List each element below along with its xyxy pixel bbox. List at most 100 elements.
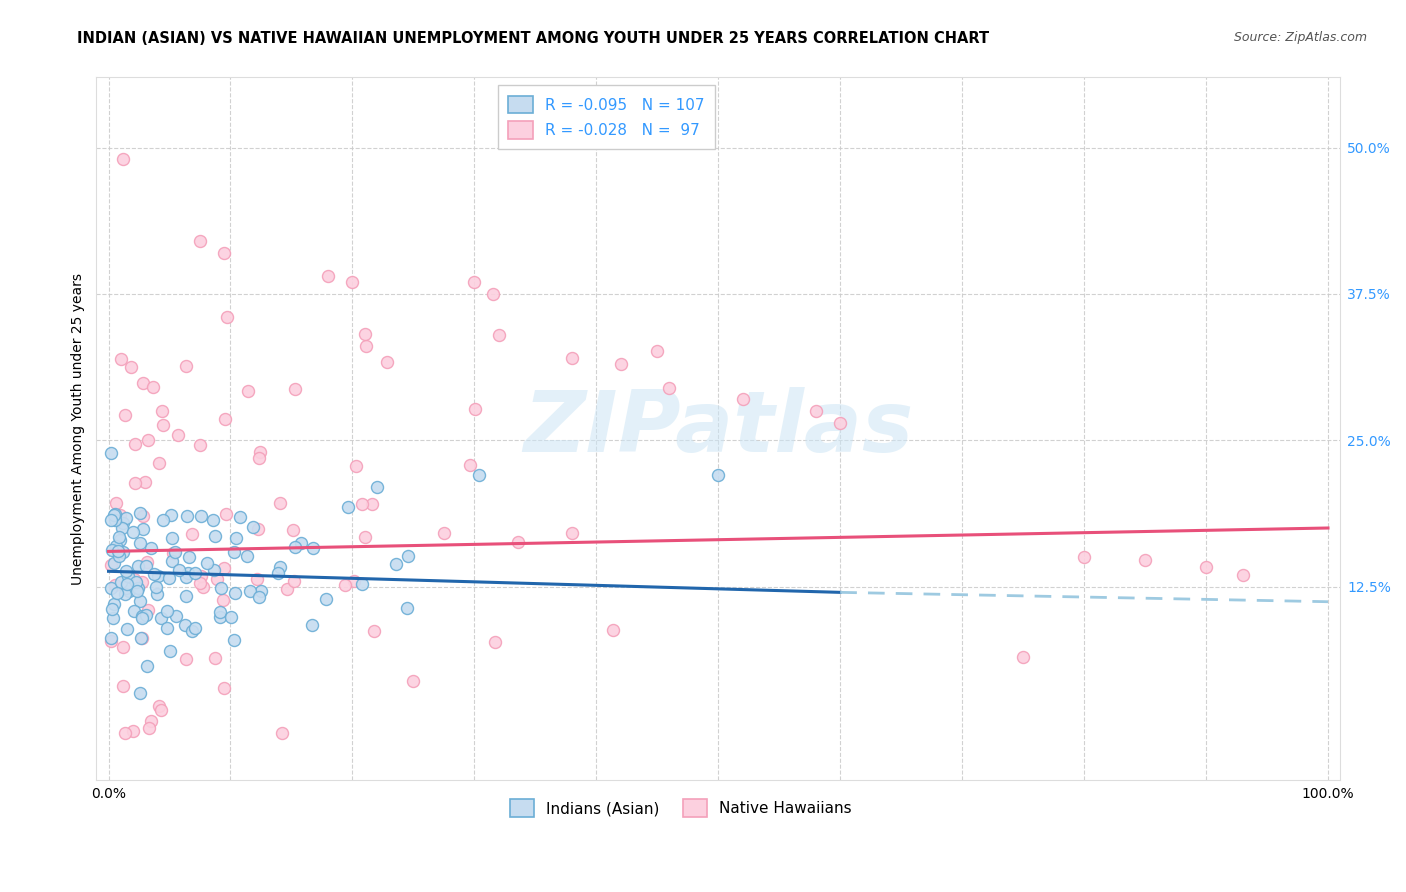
Point: [219, 610, 242, 624]
Point: [117, 577, 139, 591]
Point: [396, 549, 419, 563]
Point: [214, 246, 236, 260]
Point: [112, 153, 135, 167]
Point: [609, 357, 631, 371]
Point: [100, 558, 122, 572]
Text: Source: ZipAtlas.com: Source: ZipAtlas.com: [1233, 31, 1367, 45]
Point: [122, 573, 145, 587]
Point: [202, 513, 225, 527]
Point: [508, 535, 530, 549]
Point: [363, 624, 385, 638]
Point: [354, 339, 377, 353]
Point: [467, 468, 489, 483]
Point: [204, 529, 226, 543]
Point: [156, 621, 179, 635]
Point: [385, 557, 408, 571]
Point: [236, 384, 259, 398]
Point: [202, 563, 225, 577]
Point: [212, 681, 235, 696]
Point: [115, 622, 138, 636]
Point: [209, 581, 232, 595]
Point: [100, 633, 122, 648]
Point: [1133, 552, 1156, 566]
Point: [165, 545, 187, 559]
Point: [224, 586, 246, 600]
Point: [246, 572, 269, 586]
Point: [366, 480, 388, 494]
Point: [247, 591, 270, 605]
Point: [105, 586, 128, 600]
Point: [1195, 559, 1218, 574]
Point: [209, 605, 232, 619]
Point: [188, 576, 211, 591]
Point: [344, 459, 367, 474]
Point: [110, 575, 132, 590]
Point: [432, 525, 454, 540]
Point: [101, 543, 124, 558]
Point: [180, 624, 202, 639]
Point: [239, 584, 262, 599]
Point: [146, 586, 169, 600]
Point: [337, 500, 360, 515]
Point: [247, 522, 270, 536]
Point: [128, 594, 150, 608]
Point: [103, 508, 125, 523]
Point: [281, 524, 304, 538]
Point: [269, 496, 291, 510]
Point: [129, 535, 152, 549]
Point: [1012, 649, 1035, 664]
Point: [276, 582, 298, 597]
Point: [124, 436, 146, 450]
Point: [136, 433, 159, 447]
Point: [114, 725, 136, 739]
Point: [602, 623, 624, 637]
Point: [290, 535, 312, 549]
Point: [250, 584, 273, 599]
Point: [361, 497, 384, 511]
Point: [160, 531, 183, 545]
Point: [149, 611, 172, 625]
Point: [114, 587, 136, 601]
Point: [145, 580, 167, 594]
Point: [214, 412, 236, 426]
Point: [125, 584, 148, 599]
Point: [127, 581, 149, 595]
Point: [104, 578, 127, 592]
Point: [115, 581, 138, 595]
Point: [481, 287, 503, 301]
Point: [354, 530, 377, 544]
Point: [129, 631, 152, 645]
Point: [301, 617, 323, 632]
Point: [333, 578, 356, 592]
Point: [215, 507, 238, 521]
Text: ZIPatlas: ZIPatlas: [523, 387, 914, 470]
Point: [138, 721, 160, 735]
Point: [135, 558, 157, 573]
Legend: Indians (Asian), Native Hawaiians: Indians (Asian), Native Hawaiians: [502, 792, 859, 824]
Point: [225, 531, 247, 545]
Point: [401, 674, 423, 689]
Point: [142, 380, 165, 394]
Point: [731, 392, 754, 407]
Point: [195, 556, 218, 570]
Point: [180, 527, 202, 541]
Point: [270, 726, 292, 740]
Point: [139, 541, 162, 556]
Point: [146, 569, 169, 583]
Point: [134, 475, 156, 490]
Point: [136, 658, 159, 673]
Point: [1073, 550, 1095, 565]
Point: [136, 555, 159, 569]
Point: [100, 601, 122, 615]
Point: [176, 509, 198, 524]
Point: [124, 476, 146, 491]
Point: [122, 604, 145, 618]
Point: [488, 327, 510, 342]
Point: [284, 382, 307, 396]
Point: [284, 540, 307, 554]
Point: [1232, 567, 1254, 582]
Point: [176, 570, 198, 584]
Point: [342, 275, 364, 289]
Point: [377, 354, 399, 368]
Point: [561, 526, 583, 541]
